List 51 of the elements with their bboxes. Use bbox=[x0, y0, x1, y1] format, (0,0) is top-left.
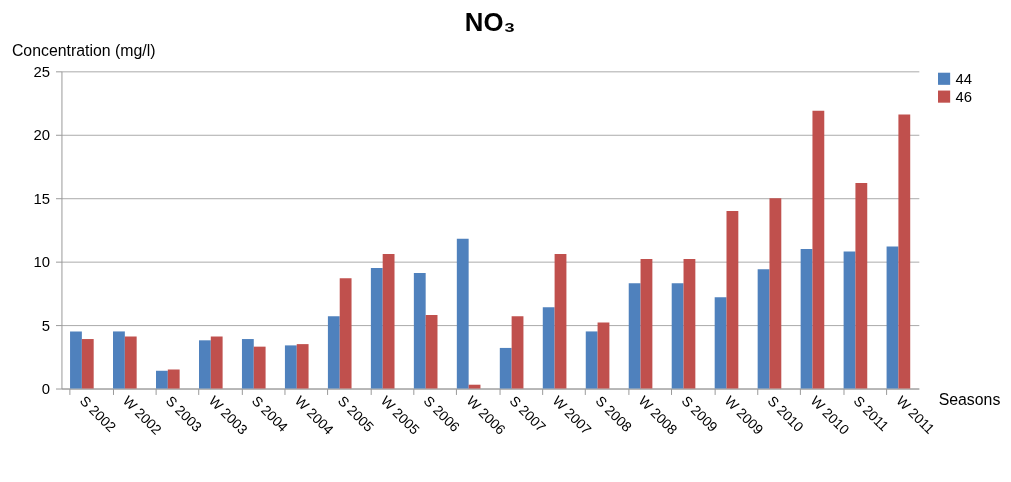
y-tick-label: 5 bbox=[41, 317, 51, 334]
bar bbox=[886, 246, 899, 389]
bar bbox=[843, 251, 856, 389]
bar bbox=[296, 344, 309, 389]
bar bbox=[757, 269, 770, 389]
bar bbox=[585, 331, 598, 389]
legend-label: 46 bbox=[955, 88, 973, 105]
bar bbox=[628, 283, 641, 389]
bar bbox=[456, 238, 469, 389]
bar bbox=[167, 369, 180, 389]
bar bbox=[542, 307, 555, 389]
bar bbox=[284, 345, 297, 389]
bar bbox=[81, 339, 94, 389]
bar bbox=[812, 110, 825, 389]
bar bbox=[327, 316, 340, 389]
bar bbox=[382, 254, 395, 389]
bar bbox=[683, 259, 696, 389]
x-axis-title: Seasons bbox=[938, 391, 1001, 409]
bar bbox=[156, 370, 168, 389]
y-tick-label: 0 bbox=[41, 380, 51, 397]
bar bbox=[898, 114, 911, 389]
bar bbox=[769, 198, 782, 389]
bar bbox=[468, 384, 481, 389]
bar bbox=[413, 273, 426, 389]
y-tick-label: 25 bbox=[33, 63, 51, 80]
bar bbox=[855, 182, 868, 389]
bar bbox=[241, 339, 254, 389]
y-tick-label: 10 bbox=[33, 254, 51, 271]
bar bbox=[339, 278, 352, 389]
bar bbox=[113, 331, 125, 389]
chart-title: NO₃ bbox=[464, 7, 516, 36]
bar bbox=[70, 331, 82, 389]
y-tick-label: 20 bbox=[33, 127, 51, 144]
bar bbox=[640, 259, 653, 389]
bar bbox=[511, 316, 524, 389]
bar bbox=[253, 346, 266, 389]
bar bbox=[800, 248, 813, 389]
bar bbox=[499, 347, 512, 389]
bar bbox=[124, 336, 137, 389]
y-axis-title: Concentration (mg/l) bbox=[11, 42, 156, 60]
bar bbox=[714, 297, 727, 389]
bar bbox=[671, 283, 684, 389]
bar bbox=[370, 268, 383, 389]
bar bbox=[425, 314, 438, 389]
bar bbox=[726, 210, 739, 389]
bar bbox=[210, 336, 223, 389]
bar bbox=[554, 254, 567, 389]
bar bbox=[198, 340, 211, 389]
legend-label: 44 bbox=[955, 70, 973, 87]
bar bbox=[597, 322, 610, 389]
y-tick-label: 15 bbox=[33, 190, 51, 207]
